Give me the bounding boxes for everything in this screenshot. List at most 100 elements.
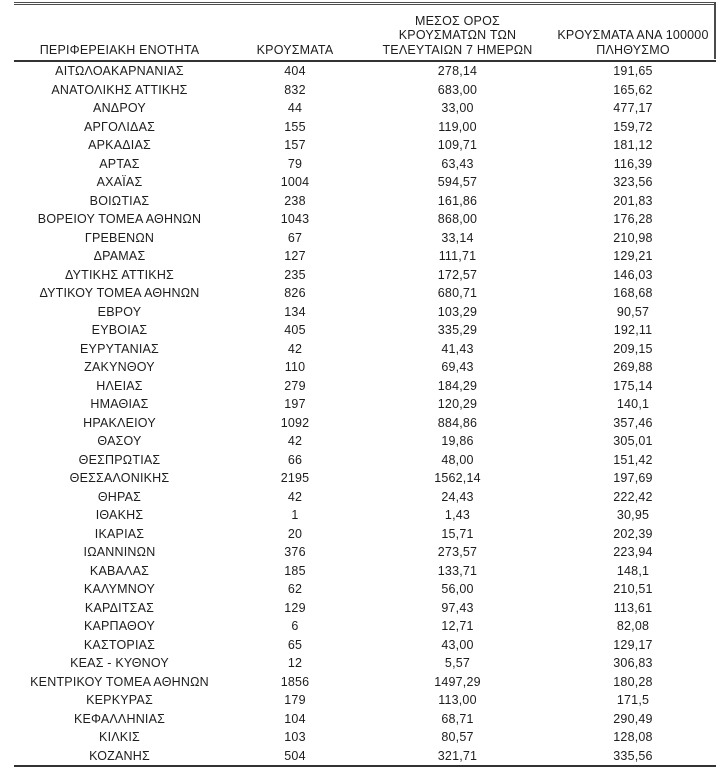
table-row: ΔΡΑΜΑΣ 127 111,71 129,21 [14,247,716,266]
table-cell: 165,62 [613,82,653,97]
table-cell: ΔΡΑΜΑΣ [93,249,146,263]
table-row: ΚΟΖΑΝΗΣ 504 321,71 335,56 [14,747,716,767]
table-cell: 33,00 [441,101,474,115]
table-cell: 201,83 [613,193,653,208]
table-cell: ΕΒΡΟΥ [97,304,142,319]
column-header-label: ΚΡΟΥΣΜΑΤΑ [256,42,334,57]
column-header-label-line: ΚΡΟΥΣΜΑΤΩΝ ΤΩΝ [398,28,517,42]
table-cell: 43,00 [441,637,474,652]
table-cell: 175,14 [613,378,653,393]
header-row: ΠΕΡΙΦΕΡΕΙΑΚΗ ΕΝΟΤΗΤΑ ΚΡΟΥΣΜΑΤΑ ΜΕΣΟΣ ΟΡΟ… [14,3,716,62]
table-cell: 134 [284,304,306,319]
table-cell: ΑΡΓΟΛΙΔΑΣ [83,119,156,134]
table-cell: 180,28 [613,674,653,689]
table-row: ΚΕΝΤΡΙΚΟΥ ΤΟΜΕΑ ΑΘΗΝΩΝ 1856 1497,29 180,28 [14,673,716,692]
table-cell: ΚΑΛΥΜΝΟΥ [83,582,156,596]
table-cell: 12 [287,656,303,670]
table-cell: 104 [284,711,306,726]
table-cell: 504 [284,748,306,763]
table-cell: 5,57 [444,656,471,670]
table-cell: 67 [287,230,303,245]
table-cell: 151,42 [613,452,653,467]
table-cell: 42 [287,434,303,448]
table-row: ΙΩΑΝΝΙΝΩΝ 376 273,57 223,94 [14,543,716,562]
column-header-label: ΠΕΡΙΦΕΡΕΙΑΚΗ ΕΝΟΤΗΤΑ [39,42,200,57]
table-cell: ΘΗΡΑΣ [97,489,142,504]
table-cell: 222,42 [613,489,653,504]
table-cell: ΘΕΣΣΑΛΟΝΙΚΗΣ [69,471,170,485]
column-header-cases: ΚΡΟΥΣΜΑΤΑ [225,3,365,62]
table-cell: 66 [287,452,303,467]
table-cell: 172,57 [437,267,478,282]
table-cell: 179 [284,693,306,707]
table-cell: 15,71 [441,526,474,541]
table-cell: 6 [291,619,299,633]
table-cell: 90,57 [616,304,650,319]
table-row: ΔΥΤΙΚΟΥ ΤΟΜΕΑ ΑΘΗΝΩΝ 826 680,71 168,68 [14,284,716,303]
table-cell: 176,28 [613,212,653,226]
table-cell: 129,21 [613,249,653,263]
table-cell: 33,14 [441,230,474,245]
table-cell: 19,86 [441,434,474,448]
table-cell: 119,00 [438,119,477,134]
table-cell: 2195 [280,471,310,485]
column-header-label-line: ΜΕΣΟΣ ΟΡΟΣ [415,13,500,28]
table-cell: 113,00 [438,693,477,707]
table-cell: ΙΘΑΚΗΣ [95,508,144,522]
table-row: ΑΝΔΡΟΥ 44 33,00 477,17 [14,99,716,118]
table-cell: ΔΥΤΙΚΗΣ ΑΤΤΙΚΗΣ [65,267,174,282]
table-cell: 30,95 [616,508,650,522]
table-row: ΒΟΙΩΤΙΑΣ 238 161,86 201,83 [14,192,716,211]
table-row: ΓΡΕΒΕΝΩΝ 67 33,14 210,98 [14,229,716,248]
table-row: ΚΕΡΚΥΡΑΣ 179 113,00 171,5 [14,691,716,710]
table-row: ΚΑΡΠΑΘΟΥ 6 12,71 82,08 [14,617,716,636]
table-cell: 273,57 [437,545,478,559]
table-cell: ΚΟΖΑΝΗΣ [89,748,150,763]
table-cell: ΚΙΛΚΙΣ [99,730,140,744]
table-cell: 335,56 [613,748,653,763]
table-cell: 128,08 [613,730,653,744]
table-cell: 477,17 [613,101,653,115]
table-cell: 269,88 [613,360,653,374]
table-cell: 56,00 [441,582,474,596]
table-row: ΗΜΑΘΙΑΣ 197 120,29 140,1 [14,395,716,414]
table-cell: 155 [284,119,306,134]
table-cell: ΚΕΡΚΥΡΑΣ [86,693,153,707]
table-cell: ΚΕΑΣ - ΚΥΘΝΟΥ [70,656,169,670]
column-header-avg-7-days: ΜΕΣΟΣ ΟΡΟΣ ΚΡΟΥΣΜΑΤΩΝ ΤΩΝ ΤΕΛΕΥΤΑΙΩΝ 7 Η… [365,3,550,62]
table-cell: ΑΡΚΑΔΙΑΣ [88,138,151,152]
table-cell: 404 [284,64,306,78]
table-cell: 680,71 [437,286,478,300]
column-header-label-line: ΠΛΗΘΥΣΜΟ [596,42,670,57]
table-cell: 594,57 [437,175,478,189]
table-cell: ΚΕΝΤΡΙΚΟΥ ΤΟΜΕΑ ΑΘΗΝΩΝ [30,674,209,689]
table-row: ΚΑΡΔΙΤΣΑΣ 129 97,43 113,61 [14,599,716,618]
table-cell: 159,72 [613,119,653,134]
table-cell: 335,29 [437,323,478,337]
table-cell: 235 [284,267,306,282]
table-body: ΑΙΤΩΛΟΑΚΑΡΝΑΝΙΑΣ 404 278,14 191,65 ΑΝΑΤΟΛΙΚΗ… [14,61,716,767]
table-cell: 321,71 [437,748,478,763]
table-cell: 202,39 [613,526,653,541]
table-cell: 210,51 [613,582,653,596]
table-cell: 306,83 [613,656,653,670]
table-cell: ΗΛΕΙΑΣ [96,378,143,393]
table-cell: ΚΑΣΤΟΡΙΑΣ [83,637,156,652]
table-row: ΑΡΚΑΔΙΑΣ 157 109,71 181,12 [14,136,716,155]
table-cell: ΔΥΤΙΚΟΥ ΤΟΜΕΑ ΑΘΗΝΩΝ [39,286,200,300]
table-cell: 69,43 [441,360,474,374]
table-cell: 168,68 [613,286,653,300]
column-header-per-100k: ΚΡΟΥΣΜΑΤΑ ΑΝΑ 100000 ΠΛΗΘΥΣΜΟ [550,3,716,62]
regional-cases-table: ΠΕΡΙΦΕΡΕΙΑΚΗ ΕΝΟΤΗΤΑ ΚΡΟΥΣΜΑΤΑ ΜΕΣΟΣ ΟΡΟ… [14,2,716,767]
table-cell: ΑΙΤΩΛΟΑΚΑΡΝΑΝΙΑΣ [55,64,184,78]
table-cell: 323,56 [613,175,653,189]
table-cell: 278,14 [437,64,478,78]
table-cell: ΒΟΡΕΙΟΥ ΤΟΜΕΑ ΑΘΗΝΩΝ [37,212,202,226]
table-row: ΔΥΤΙΚΗΣ ΑΤΤΙΚΗΣ 235 172,57 146,03 [14,266,716,285]
table-cell: 111,71 [438,249,477,263]
table-cell: ΑΝΔΡΟΥ [93,101,146,115]
table-cell: 41,43 [441,341,474,356]
table-cell: 181,12 [613,138,653,152]
table-cell: 65 [287,637,303,652]
